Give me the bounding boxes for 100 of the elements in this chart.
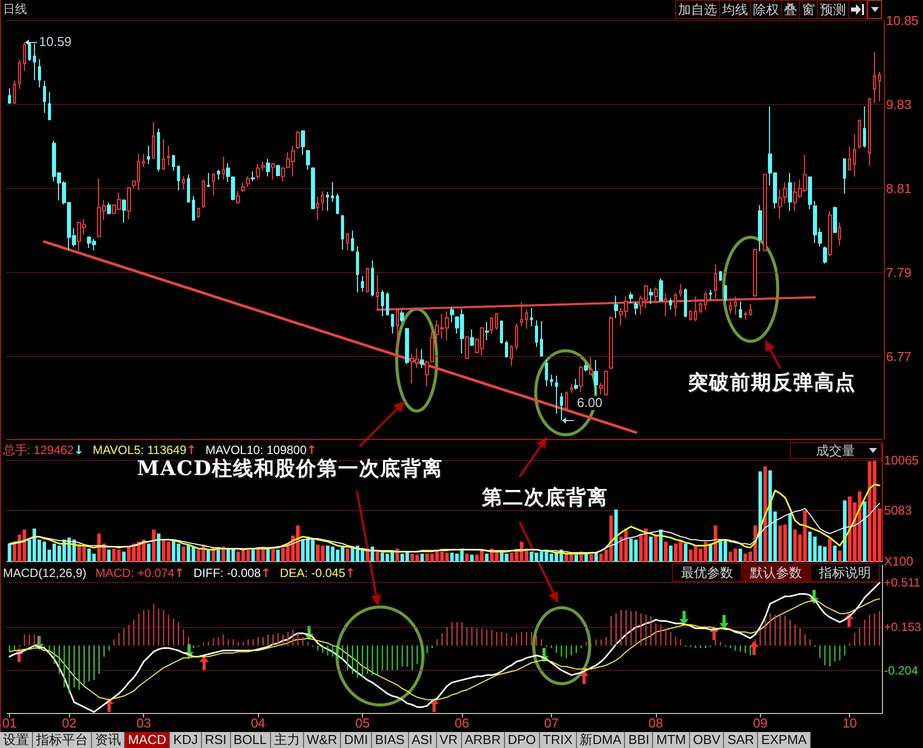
candlestick <box>202 179 205 208</box>
candlestick <box>162 138 165 170</box>
button[interactable]: 预测 <box>817 0 848 19</box>
tab[interactable]: OBV <box>690 732 724 748</box>
button[interactable]: 加自选 <box>675 0 719 19</box>
y-tick-label: +0.511 <box>884 576 920 590</box>
tab[interactable]: 新DMA <box>576 732 626 748</box>
button[interactable] <box>867 0 882 19</box>
bar <box>485 554 489 562</box>
candlestick <box>828 210 832 257</box>
x-tick-label: 07 <box>544 715 559 730</box>
tab[interactable]: 设置 <box>0 732 33 748</box>
line-series <box>8 484 880 554</box>
tab[interactable]: ARBR <box>462 732 505 748</box>
y-tick-label: X100 <box>884 554 914 569</box>
y-tick-label: 6.77 <box>886 349 912 364</box>
candlestick <box>684 288 687 318</box>
candlestick <box>530 308 533 327</box>
y-tick-label: 10.85 <box>886 13 919 28</box>
candlestick <box>241 182 245 192</box>
x-tick-label: 09 <box>752 715 768 730</box>
candlestick <box>878 71 881 102</box>
bar <box>146 544 150 562</box>
button[interactable]: 指标说明 <box>810 563 880 582</box>
bar <box>152 530 156 562</box>
tab[interactable]: SAR <box>724 732 758 748</box>
candlestick <box>704 291 707 310</box>
candlestick <box>485 322 489 341</box>
candlestick <box>565 390 568 411</box>
bar <box>107 550 111 562</box>
tab[interactable]: DMI <box>341 732 372 748</box>
x-tick-label: 01 <box>2 715 17 730</box>
tab[interactable]: MACD <box>125 732 170 748</box>
y-tick-label: +0.153 <box>884 620 922 634</box>
candlestick <box>843 158 846 194</box>
bar <box>216 550 220 562</box>
bar <box>276 550 280 562</box>
candlestick <box>699 302 702 314</box>
candlestick <box>13 80 16 104</box>
tab[interactable]: BBI <box>625 732 654 748</box>
tab[interactable]: MTM <box>653 732 690 748</box>
bar <box>842 500 846 562</box>
bar <box>649 536 653 562</box>
x-tick-label: 03 <box>136 715 151 730</box>
candlestick <box>863 106 866 148</box>
candlestick <box>331 182 334 202</box>
button[interactable]: 均线 <box>719 0 750 19</box>
x-tick-label: 04 <box>250 715 266 730</box>
candlestick <box>560 392 563 421</box>
candlestick <box>540 320 543 358</box>
tab[interactable]: ASI <box>408 732 437 748</box>
candlestick <box>763 173 767 252</box>
tab[interactable]: KDJ <box>170 732 202 748</box>
bar <box>763 466 767 562</box>
candlestick <box>361 275 364 292</box>
button[interactable]: 除权 <box>750 0 781 19</box>
button[interactable]: 窗 <box>799 0 817 19</box>
candlestick <box>147 145 150 164</box>
button[interactable]: 叠 <box>781 0 799 19</box>
tab[interactable]: W&R <box>304 732 342 748</box>
button[interactable] <box>848 0 867 19</box>
tab[interactable]: RSI <box>202 732 231 748</box>
candlestick <box>38 58 41 88</box>
bar <box>668 546 672 562</box>
candlestick <box>470 328 474 346</box>
tab[interactable]: BOLL <box>230 732 271 748</box>
tab[interactable]: VR <box>436 732 462 748</box>
bar <box>465 554 469 562</box>
candlestick <box>122 198 126 223</box>
bar <box>708 544 712 562</box>
dropdown[interactable]: 成交量 <box>790 442 882 459</box>
tab[interactable]: 主力 <box>270 732 304 748</box>
candlestick <box>187 174 190 204</box>
candlestick <box>734 296 737 316</box>
candlestick <box>296 130 300 150</box>
tab[interactable]: BIAS <box>372 732 409 748</box>
candlestick <box>729 300 732 314</box>
text: MAVOL5: 113649↑ <box>92 443 196 457</box>
candlestick <box>217 169 220 180</box>
tab[interactable]: 指标平台 <box>33 732 92 748</box>
bar <box>833 546 837 562</box>
tab[interactable]: TRIX <box>540 732 577 748</box>
chart-title: 总手: 129462↓ <box>3 443 84 457</box>
candlestick <box>276 164 280 177</box>
candlestick <box>346 232 349 251</box>
bar <box>788 514 792 562</box>
tab[interactable]: EXPMA <box>758 732 811 748</box>
candlestick <box>207 172 210 188</box>
candlestick <box>545 359 548 387</box>
tab[interactable]: 资讯 <box>92 732 125 748</box>
bar <box>122 552 126 562</box>
candlestick <box>450 306 454 323</box>
button[interactable]: 默认参数 <box>741 563 810 582</box>
bar <box>828 538 832 562</box>
candlestick <box>739 300 742 318</box>
tab[interactable]: DPO <box>504 732 540 748</box>
bar <box>714 526 718 562</box>
button[interactable]: 最优参数 <box>672 563 741 582</box>
candlestick <box>28 42 31 62</box>
candlestick <box>689 310 692 321</box>
